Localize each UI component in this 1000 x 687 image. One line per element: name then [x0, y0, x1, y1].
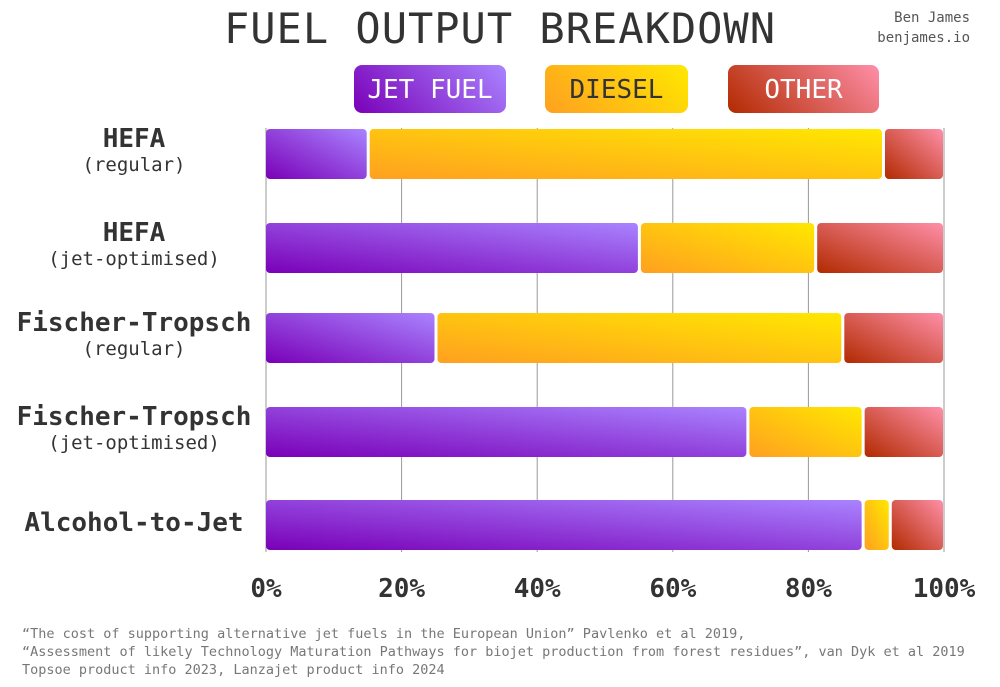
- bar-diesel: [369, 129, 882, 179]
- x-tick-label: 60%: [649, 574, 697, 604]
- sources: “The cost of supporting alternative jet …: [22, 625, 965, 679]
- category-label: HEFA (jet-optimised): [4, 218, 264, 270]
- chart-title: FUEL OUTPUT BREAKDOWN: [223, 4, 776, 53]
- x-tick-label: 20%: [378, 574, 426, 604]
- x-tick-label: 40%: [513, 574, 561, 604]
- bar-jet-fuel: [266, 500, 862, 550]
- category-name: HEFA: [102, 124, 166, 154]
- credit-site: benjames.io: [877, 30, 970, 46]
- source-line: Topsoe product info 2023, Lanzajet produ…: [22, 662, 445, 678]
- source-line: “Assessment of likely Technology Maturat…: [22, 644, 965, 660]
- category-subtitle: (jet-optimised): [48, 248, 220, 270]
- category-label: Alcohol-to-Jet: [4, 508, 264, 538]
- x-tick-label: 100%: [912, 574, 976, 604]
- x-tick-label: 0%: [250, 574, 282, 604]
- bar-jet-fuel: [266, 313, 435, 363]
- legend-diesel: DIESEL: [545, 65, 688, 113]
- category-subtitle: (jet-optimised): [48, 432, 220, 454]
- bar-jet-fuel: [266, 129, 367, 179]
- bar-diesel: [864, 500, 889, 550]
- bar-other: [891, 500, 943, 550]
- category-label: Fischer-Tropsch (jet-optimised): [4, 402, 264, 454]
- category-name: HEFA: [102, 218, 166, 248]
- source-line: “The cost of supporting alternative jet …: [22, 626, 746, 642]
- category-label: Fischer-Tropsch (regular): [4, 308, 264, 360]
- credit-name: Ben James: [894, 10, 970, 26]
- category-label: HEFA (regular): [4, 124, 264, 176]
- category-name: Fischer-Tropsch: [16, 308, 252, 338]
- legend-other: OTHER: [728, 65, 879, 113]
- x-tick-label: 80%: [784, 574, 832, 604]
- bar-diesel: [640, 223, 815, 273]
- bar-other: [817, 223, 943, 273]
- bar-jet-fuel: [266, 407, 747, 457]
- bar-diesel: [437, 313, 842, 363]
- category-name: Fischer-Tropsch: [16, 402, 252, 432]
- category-subtitle: (regular): [82, 338, 186, 360]
- bar-other: [864, 407, 943, 457]
- legend-jet-fuel: JET FUEL: [354, 65, 506, 113]
- credit: Ben James benjames.io: [877, 8, 970, 48]
- category-subtitle: (regular): [82, 154, 186, 176]
- bar-jet-fuel: [266, 223, 638, 273]
- bar-diesel: [749, 407, 862, 457]
- bar-other: [884, 129, 943, 179]
- category-name: Alcohol-to-Jet: [24, 508, 244, 538]
- bar-other: [844, 313, 943, 363]
